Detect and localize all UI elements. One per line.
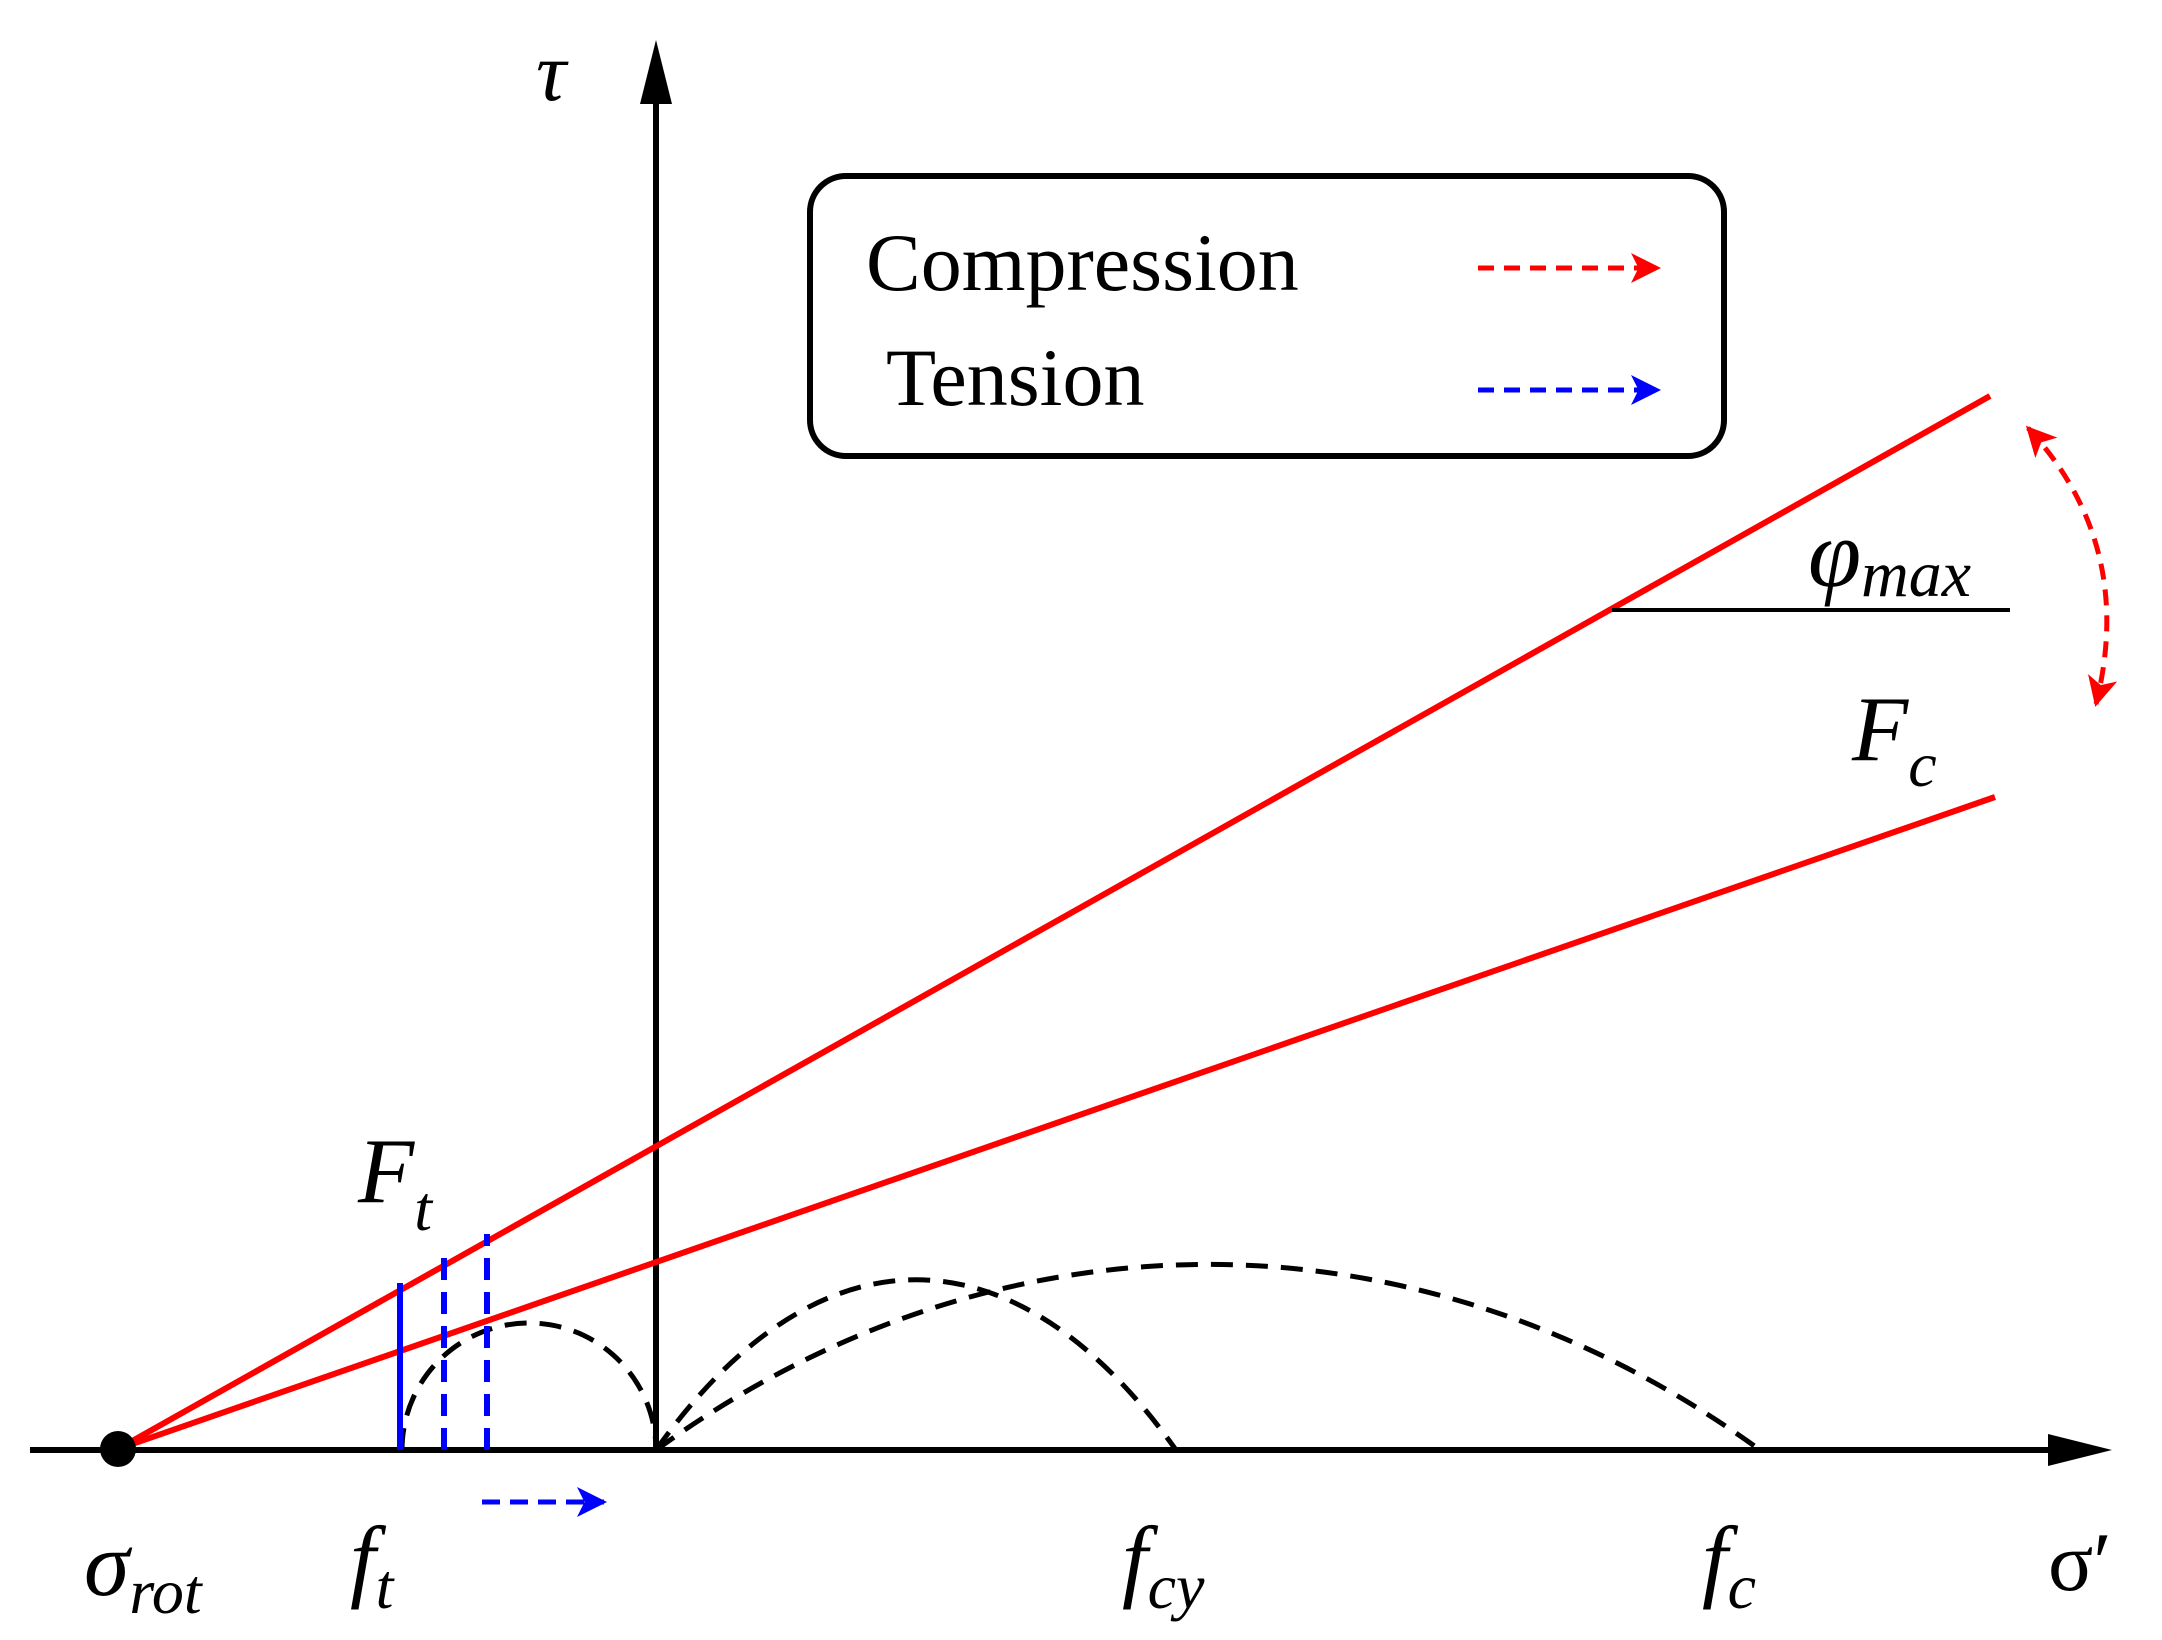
Ft-label: Ft (357, 1120, 434, 1244)
ft-label: ft (350, 1508, 396, 1622)
legend: Compression Tension (807, 173, 1727, 459)
x-axis-arrowhead (2048, 1434, 2112, 1466)
legend-label-compression: Compression (866, 217, 1299, 308)
failure-envelopes (116, 393, 1996, 1452)
ft-sub: t (376, 1551, 396, 1622)
sigma-rot-point (100, 1431, 136, 1467)
fc-sub: c (1728, 1551, 1756, 1622)
y-axis-label: τ (536, 26, 569, 119)
fcy-sub: cy (1148, 1551, 1205, 1622)
sigma-rot-main: σ (84, 1513, 133, 1615)
upper-envelope-line (116, 393, 1992, 1452)
tension-cutoffs (397, 1234, 490, 1450)
axes (30, 40, 2112, 1466)
rotation-icon (2025, 425, 2118, 707)
mohr-circles (399, 1261, 1762, 1453)
phi-max-label: φmax (1808, 500, 1971, 611)
fc-label: fc (1702, 1508, 1756, 1622)
fcy-label: fcy (1122, 1508, 1205, 1622)
Ft-main: F (357, 1120, 415, 1222)
uniaxial-compression-circle (653, 1277, 1179, 1452)
x-axis-label: σ′ (2048, 1516, 2112, 1609)
phi-max-sub: max (1861, 538, 1971, 611)
Fc-envelope-line (117, 794, 1996, 1452)
y-axis-arrowhead (640, 40, 672, 104)
biaxial-compression-circle (654, 1261, 1762, 1453)
phi-max-main: φ (1808, 500, 1861, 607)
sigma-rot-sub: rot (129, 1556, 204, 1627)
legend-box (807, 173, 1727, 459)
Ft-sub: t (414, 1173, 434, 1244)
Fc-sub: c (1908, 729, 1936, 800)
Fc-label: Fc (1851, 678, 1937, 800)
Fc-main: F (1851, 678, 1909, 780)
legend-label-tension: Tension (886, 332, 1144, 423)
sigma-rot-label: σrot (84, 1513, 204, 1627)
tension-circle (399, 1320, 659, 1451)
